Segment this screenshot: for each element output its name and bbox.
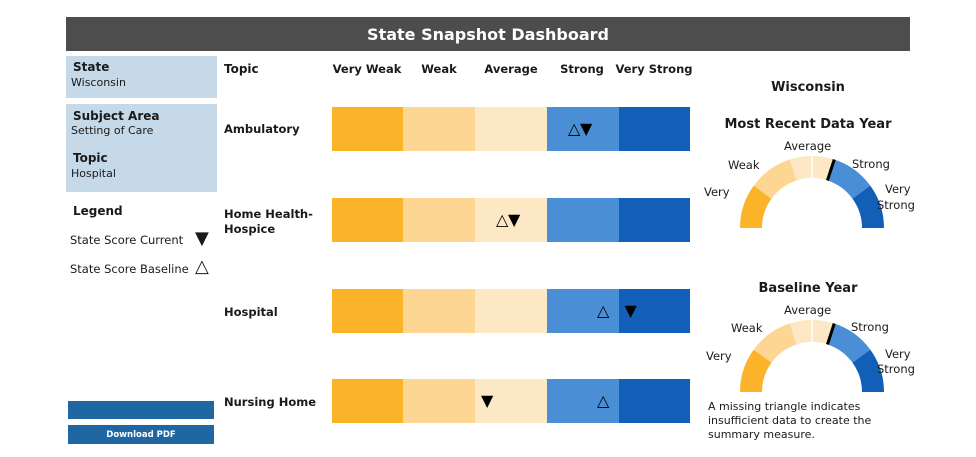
current-score-icon: ▼: [195, 228, 209, 249]
gauge-needle: [826, 323, 836, 345]
recent-label-very: Very: [704, 185, 730, 199]
col-header-weak: Weak: [421, 62, 457, 76]
col-header-strong: Strong: [560, 62, 604, 76]
baseline-label-weak: Weak: [731, 321, 763, 335]
score-bar-hospital[interactable]: △ ▼: [332, 289, 690, 333]
bar-segment-strong: [547, 198, 619, 242]
bar-segment-very-weak: [332, 289, 403, 333]
baseline-label-very-strong-1: Very: [885, 347, 911, 361]
baseline-triangle-icon: △: [496, 210, 509, 229]
row-label-hospital: Hospital: [224, 305, 278, 319]
gauge-segment-strong: [827, 159, 871, 199]
recent-label-strong: Strong: [852, 157, 890, 171]
col-header-very-weak: Very Weak: [332, 62, 402, 76]
baseline-label-very: Very: [706, 349, 732, 363]
bar-segment-average: [475, 289, 547, 333]
gauge-segment-very-weak: [740, 349, 772, 392]
gauge-segment-weak: [753, 159, 797, 199]
baseline-label-average: Average: [784, 303, 832, 317]
score-bar-home-health-hospice[interactable]: △ ▼: [332, 198, 690, 242]
state-panel[interactable]: State Wisconsin: [66, 56, 217, 98]
topic-column-header: Topic: [224, 62, 259, 76]
gauge-segment-very-strong: [852, 349, 884, 392]
state-label: State: [73, 60, 110, 74]
bar-segment-very-weak: [332, 107, 403, 151]
current-triangle-icon: ▼: [481, 391, 494, 410]
recent-label-very-strong-1: Very: [885, 182, 911, 196]
bar-segment-weak: [403, 107, 475, 151]
bar-segment-very-strong: [619, 289, 690, 333]
row-label-home-health-hospice: Home Health-Hospice: [224, 207, 313, 236]
baseline-triangle-icon: △: [597, 301, 610, 320]
recent-label-weak: Weak: [728, 158, 760, 172]
bar-segment-weak: [403, 289, 475, 333]
topic-filter-value: Hospital: [71, 167, 116, 180]
bar-segment-very-weak: [332, 198, 403, 242]
download-pdf-button[interactable]: Download PDF: [68, 425, 214, 444]
baseline-gauge-title: Baseline Year: [758, 281, 858, 296]
gauge-segment-strong: [827, 323, 871, 363]
bar-segment-average: [475, 198, 547, 242]
bar-segment-average: [475, 379, 547, 423]
baseline-label-very-strong-2: Strong: [877, 362, 915, 376]
bar-segment-very-weak: [332, 379, 403, 423]
bar-segment-very-strong: [619, 107, 690, 151]
col-header-very-strong: Very Strong: [615, 62, 693, 76]
gauge-state-name: Wisconsin: [771, 80, 845, 95]
topic-filter-label: Topic: [73, 151, 108, 165]
baseline-gauge: [740, 320, 884, 392]
row-label-ambulatory: Ambulatory: [224, 122, 300, 136]
bar-segment-weak: [403, 379, 475, 423]
baseline-label-strong: Strong: [851, 320, 889, 334]
gauge-needle: [826, 159, 836, 181]
subject-area-label: Subject Area: [73, 109, 160, 123]
score-bar-nursing-home[interactable]: △ ▼: [332, 379, 690, 423]
bar-segment-very-strong: [619, 379, 690, 423]
legend-current-label: State Score Current: [70, 233, 184, 247]
bar-segment-average: [475, 107, 547, 151]
bar-segment-strong: [547, 379, 619, 423]
current-triangle-icon: ▼: [624, 301, 637, 320]
gauge-segment-weak: [753, 323, 797, 363]
gauge-segment-very-strong: [852, 185, 884, 228]
row-label-nursing-home: Nursing Home: [224, 395, 316, 409]
col-header-average: Average: [484, 62, 538, 76]
bar-segment-very-strong: [619, 198, 690, 242]
baseline-triangle-icon: △: [597, 391, 610, 410]
baseline-triangle-icon: △: [568, 119, 581, 138]
current-triangle-icon: ▼: [580, 119, 593, 138]
missing-triangle-note: A missing triangle indicates insufficien…: [708, 400, 872, 441]
legend-title: Legend: [73, 204, 123, 218]
gauge-segment-very-weak: [740, 185, 772, 228]
dashboard-title: State Snapshot Dashboard: [66, 17, 910, 51]
recent-label-average: Average: [784, 139, 832, 153]
current-triangle-icon: ▼: [508, 210, 521, 229]
subject-area-value: Setting of Care: [71, 124, 154, 137]
bar-segment-strong: [547, 289, 619, 333]
baseline-score-icon: △: [195, 256, 209, 277]
state-value: Wisconsin: [71, 76, 126, 89]
recent-gauge-title: Most Recent Data Year: [724, 117, 892, 132]
legend-baseline-label: State Score Baseline: [70, 262, 189, 276]
recent-label-very-strong-2: Strong: [877, 198, 915, 212]
filter-panel[interactable]: Subject Area Setting of Care Topic Hospi…: [66, 104, 217, 192]
score-bar-ambulatory[interactable]: △ ▼: [332, 107, 690, 151]
sidebar-action-button[interactable]: [68, 401, 214, 419]
bar-segment-strong: [547, 107, 619, 151]
recent-gauge: [740, 156, 884, 228]
bar-segment-weak: [403, 198, 475, 242]
